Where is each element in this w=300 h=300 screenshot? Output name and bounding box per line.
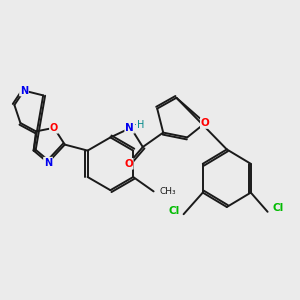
Text: O: O [124, 159, 133, 169]
Text: O: O [201, 118, 210, 128]
Text: ·H: ·H [134, 120, 144, 130]
Text: N: N [125, 123, 134, 133]
Text: N: N [44, 158, 52, 168]
Text: N: N [20, 85, 28, 96]
Text: Cl: Cl [273, 203, 284, 213]
Text: Cl: Cl [168, 206, 180, 216]
Text: O: O [50, 123, 58, 133]
Text: CH₃: CH₃ [160, 187, 176, 196]
